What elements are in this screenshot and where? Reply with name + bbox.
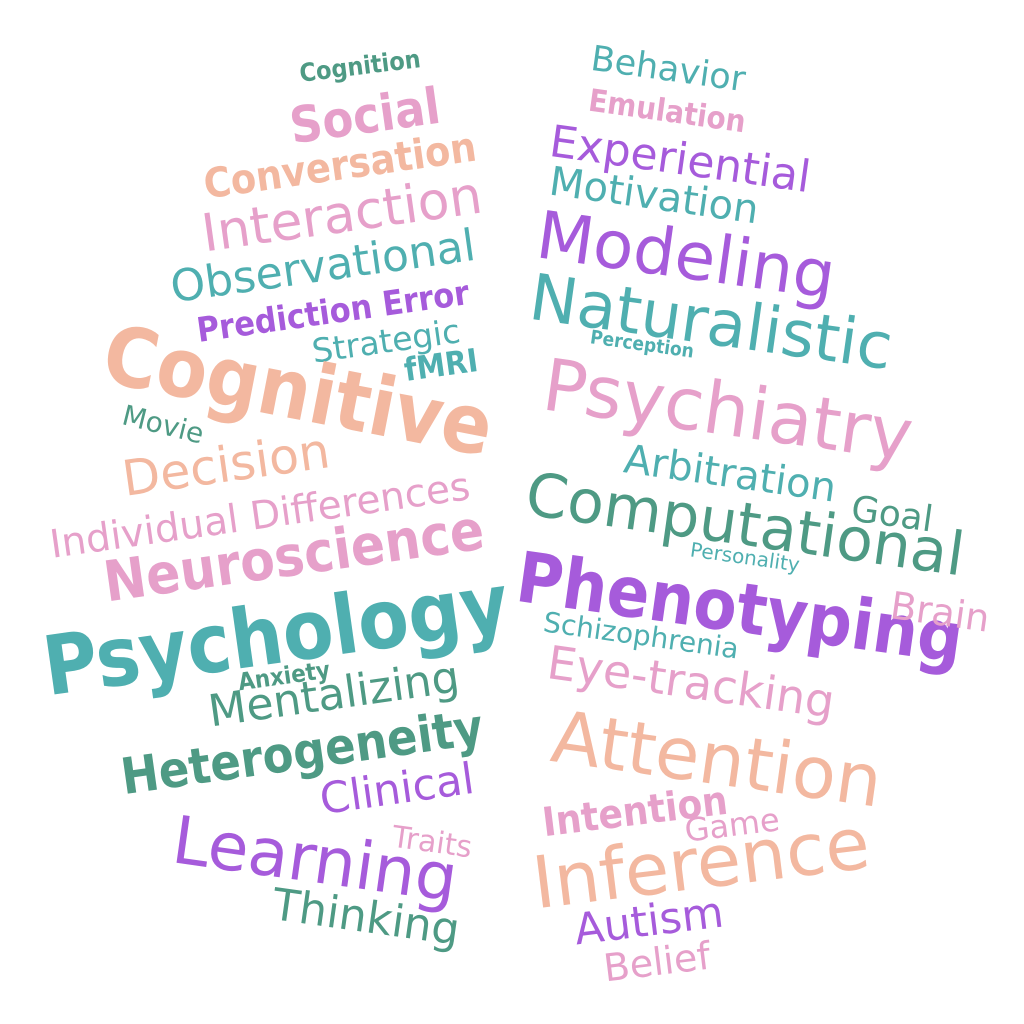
word-cognition: Cognition: [297, 44, 423, 88]
word-belief: Belief: [601, 933, 713, 991]
